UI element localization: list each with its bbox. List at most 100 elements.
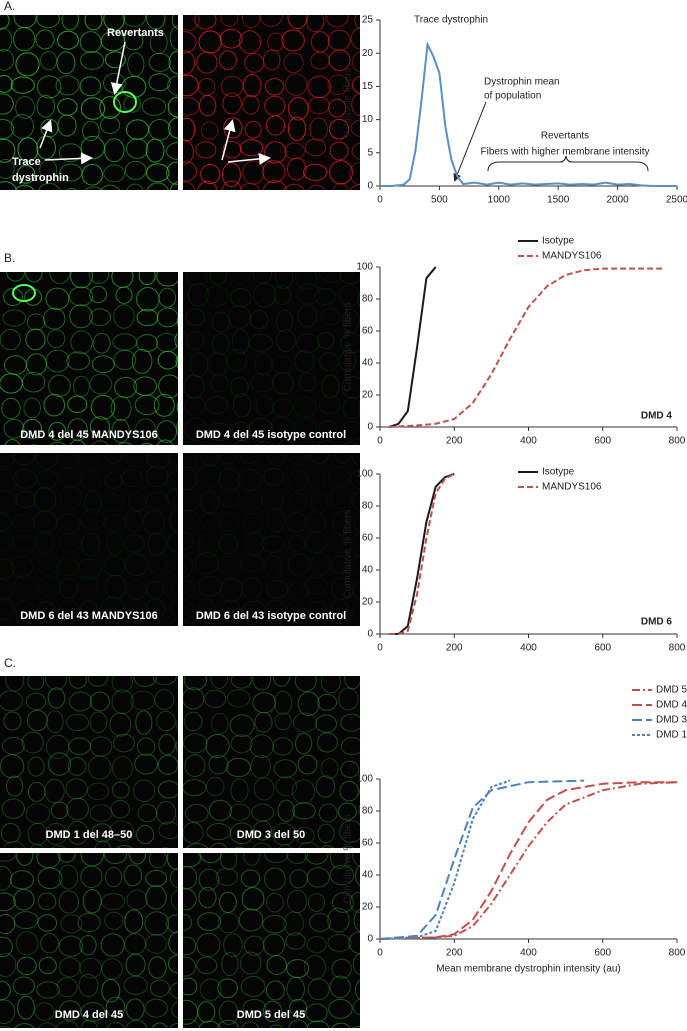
cell [166,853,178,871]
cell [341,308,360,333]
y-tick-label: 20 [362,902,374,913]
cell [340,420,360,441]
cell [25,353,48,376]
cell [80,50,105,70]
cell [306,1020,330,1028]
cell [169,618,178,626]
cell [113,304,135,329]
cell [50,801,69,820]
cell [104,866,123,888]
cell [272,372,294,395]
cell [316,439,337,445]
cell [26,709,48,732]
cell [234,439,251,445]
y-tick-label: 100 [356,469,373,480]
cell [37,892,57,911]
cell [128,853,147,865]
cell [138,272,156,286]
cell [89,711,108,734]
cell [330,555,350,574]
cell [220,577,243,603]
cell [269,1024,284,1028]
cell [221,180,243,190]
cell [36,981,60,999]
cell [183,866,198,890]
y-tick-label: 5 [367,147,373,158]
cell [55,1020,79,1028]
x-tick-label: 200 [446,436,463,447]
cell [263,1000,283,1023]
cell [265,892,284,913]
cell [0,27,13,52]
cell [35,620,55,626]
cell [137,803,158,823]
cell [0,93,14,115]
cell [124,909,144,934]
cell [136,737,156,757]
x-tick-label: 400 [520,436,537,447]
cell [145,598,165,619]
cell [350,27,360,50]
cell [155,801,177,825]
cell [292,802,316,820]
cell [288,621,309,626]
cell [146,580,165,599]
cell [33,487,57,512]
cell [281,29,305,52]
cell [330,486,353,509]
cell [0,15,10,30]
data-line [389,473,455,635]
cell [204,285,229,307]
cell [186,843,209,848]
cell [327,466,351,487]
cell [125,119,150,140]
cell [12,620,33,626]
image-label: DMD 3 del 50 [237,829,305,841]
cell [183,15,200,31]
cell [337,802,357,821]
cell [295,732,313,755]
cell [184,754,206,778]
cell [328,998,353,1019]
cell [183,161,198,182]
cell [140,443,154,445]
cell [58,532,83,553]
cell [14,184,35,190]
cell [77,558,102,580]
cell [106,531,124,556]
cell [240,1021,260,1028]
cell [68,286,94,307]
cell [21,372,46,393]
cell [197,1001,216,1023]
microscopy-image [183,676,360,848]
cell [253,820,273,841]
cell [92,332,111,354]
x-tick-label: 600 [594,948,611,959]
cell [226,757,251,778]
cell [230,734,253,754]
cell [303,512,327,532]
cell [146,15,166,30]
cell [245,531,265,556]
cell [328,49,351,72]
x-tick-label: 1500 [547,195,570,206]
cell [198,868,220,891]
cell [216,555,242,575]
cell [231,421,251,442]
cell [144,998,168,1018]
cell [123,864,143,887]
cell [259,15,284,27]
cell [0,999,16,1025]
cell [358,804,360,816]
cell [276,328,296,353]
cell [185,308,206,326]
x-tick-label: 800 [669,436,686,447]
cell [175,740,178,753]
cell [196,956,218,975]
revertant-cell [12,284,36,302]
cell [38,1022,57,1028]
cell [284,142,306,160]
cell [349,184,360,190]
cell [99,116,121,134]
cell [183,676,207,691]
